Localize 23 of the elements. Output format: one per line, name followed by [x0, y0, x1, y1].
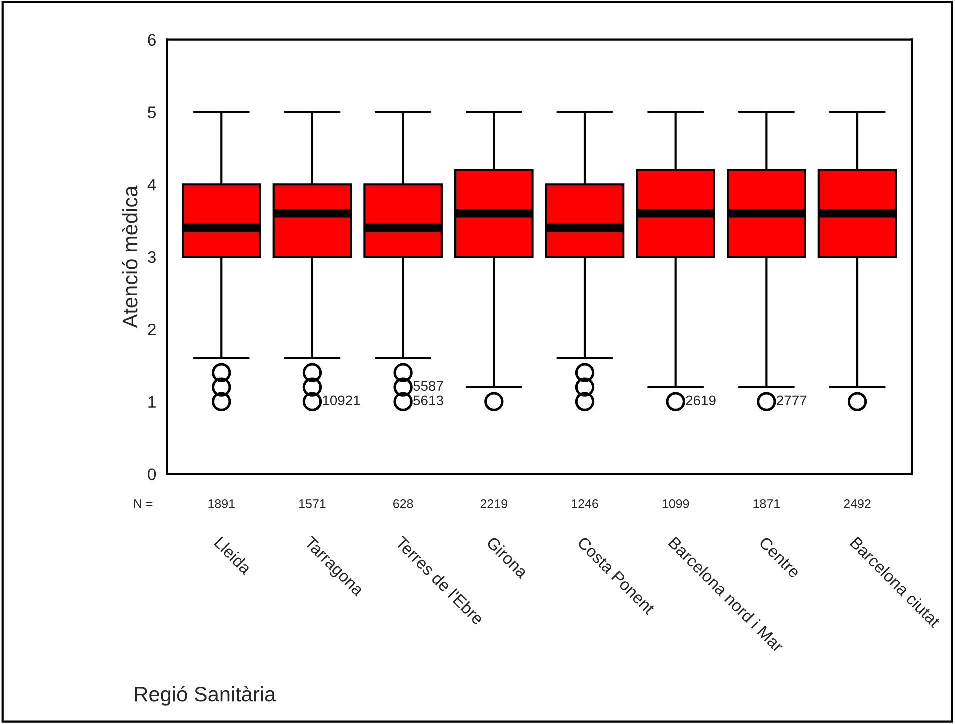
y-tick-label: 3 [148, 251, 156, 264]
y-tick-label: 4 [148, 179, 156, 191]
y-axis-title: Atenció mèdica [122, 186, 138, 328]
annotation: 10921 [323, 396, 360, 406]
annotation: 5613 [414, 396, 444, 406]
y-tick-label: 5 [148, 106, 156, 118]
annotation: 2777 [777, 396, 807, 406]
text: 2492 [844, 500, 871, 508]
y-tick-label: 6 [148, 34, 156, 46]
text: 2219 [480, 500, 508, 508]
y-tick-label: 0 [148, 468, 156, 480]
y-tick-label: 1 [148, 396, 156, 408]
y-tick-label: 2 [148, 324, 156, 336]
text: 628 [394, 500, 414, 508]
text: 1871 [754, 500, 780, 508]
text: 1246 [572, 500, 598, 508]
annotation: 2619 [686, 396, 716, 406]
x-axis-title: Regió Sanitària [135, 686, 276, 706]
text: N = [134, 500, 153, 508]
text: 1099 [662, 500, 690, 508]
text: 1571 [300, 500, 326, 508]
text: 1891 [208, 500, 235, 508]
annotation: 5587 [414, 381, 444, 392]
